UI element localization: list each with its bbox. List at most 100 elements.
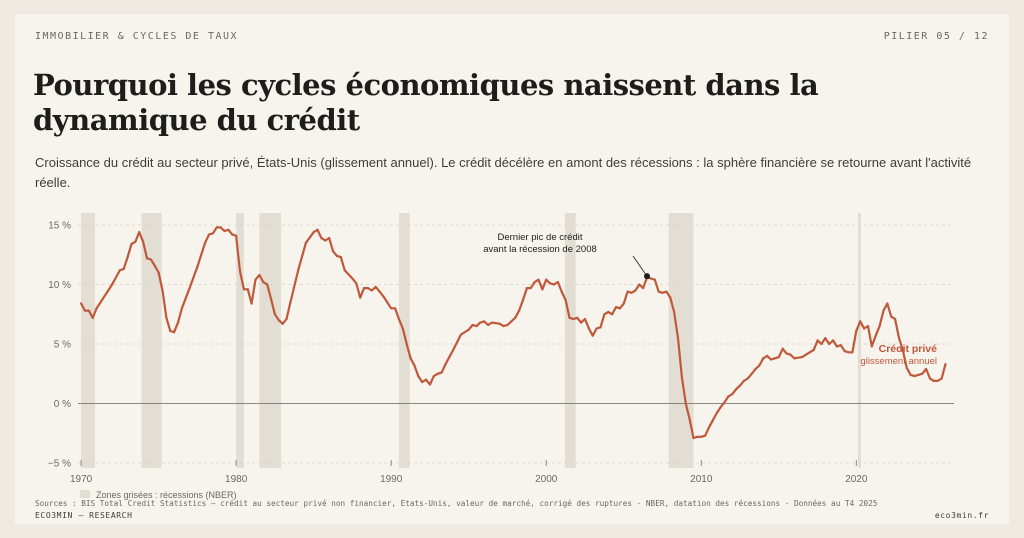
data-point	[176, 321, 180, 324]
data-point	[188, 286, 191, 290]
data-point	[316, 228, 319, 231]
data-point	[362, 286, 366, 290]
data-point	[479, 321, 482, 324]
page-title: Pourquoi les cycles économiques naissent…	[33, 68, 819, 137]
data-point	[436, 372, 439, 375]
page-counter: PILIER 05 / 12	[883, 31, 989, 42]
data-point	[343, 269, 346, 272]
data-point	[545, 278, 548, 281]
data-point	[111, 283, 114, 286]
data-point	[921, 372, 924, 375]
data-point	[804, 353, 808, 356]
data-point	[785, 352, 788, 355]
data-point	[432, 375, 435, 378]
data-point	[552, 283, 556, 286]
data-point	[122, 267, 125, 271]
data-point	[839, 344, 842, 347]
data-point	[773, 357, 777, 360]
data-point	[642, 286, 645, 290]
data-point	[901, 348, 904, 352]
data-point	[359, 296, 362, 299]
x-axis: 1970 1980 1990 2000 2010 2020	[70, 460, 868, 485]
data-point	[607, 310, 610, 313]
site-link[interactable]: eco3min.fr	[934, 511, 989, 520]
recession-band	[141, 213, 162, 468]
data-point	[401, 327, 404, 330]
recession-band	[81, 213, 96, 468]
data-point	[91, 316, 94, 319]
data-point	[762, 357, 765, 360]
data-point	[855, 329, 858, 333]
data-point	[196, 265, 199, 268]
data-point	[924, 367, 928, 371]
recession-bands	[81, 213, 861, 468]
data-point	[638, 283, 641, 286]
data-point	[866, 325, 870, 328]
data-point	[397, 317, 401, 321]
data-point	[525, 286, 528, 290]
data-point	[669, 296, 672, 299]
y-tick-label: 5 %	[54, 340, 71, 351]
data-point	[514, 316, 517, 319]
recession-band	[398, 213, 410, 468]
data-point	[719, 405, 722, 409]
data-point	[95, 307, 98, 310]
data-point	[859, 320, 862, 323]
data-point	[440, 371, 443, 374]
data-point	[417, 375, 420, 378]
data-point	[808, 351, 811, 354]
data-point	[486, 323, 490, 327]
data-point	[673, 310, 676, 313]
data-point	[665, 290, 668, 293]
data-point	[944, 363, 947, 366]
data-point	[165, 316, 168, 319]
data-point	[227, 228, 230, 231]
series-line-credit-prive	[80, 226, 947, 440]
data-point	[843, 350, 846, 353]
data-point	[766, 354, 769, 357]
data-point	[238, 270, 242, 273]
data-point	[269, 297, 273, 300]
peak-marker	[644, 273, 651, 280]
data-point	[870, 345, 873, 348]
data-point	[568, 316, 571, 319]
data-point	[413, 364, 416, 367]
data-point	[297, 269, 300, 272]
data-point	[649, 277, 652, 280]
data-point	[145, 257, 149, 260]
data-point	[777, 355, 780, 359]
data-point	[223, 229, 226, 233]
data-point	[704, 434, 707, 437]
data-point	[207, 233, 211, 236]
data-point	[304, 241, 308, 244]
data-point	[618, 307, 621, 310]
data-point	[324, 239, 327, 242]
data-point	[657, 290, 660, 293]
data-point	[204, 241, 207, 244]
data-point	[149, 258, 152, 261]
data-point	[727, 395, 730, 398]
data-point	[386, 301, 389, 304]
data-point	[793, 357, 796, 360]
data-point	[382, 295, 385, 298]
data-point	[490, 321, 494, 324]
data-point	[242, 288, 245, 291]
data-point	[595, 327, 598, 330]
data-point	[118, 269, 121, 272]
x-tick-label: 1990	[380, 474, 403, 485]
data-point	[587, 327, 590, 330]
data-point	[273, 313, 277, 316]
recession-band	[668, 213, 694, 468]
annotation-text: Dernier pic de crédit	[497, 232, 582, 243]
data-point	[289, 301, 292, 304]
data-point	[262, 281, 265, 284]
data-point	[556, 281, 559, 284]
section-kicker: IMMOBILIER & CYCLES DE TAUX	[35, 31, 239, 42]
data-point	[246, 288, 249, 291]
data-point	[134, 240, 137, 243]
data-point	[735, 388, 738, 391]
data-point	[688, 417, 691, 421]
data-point	[572, 317, 575, 321]
data-point	[897, 336, 901, 340]
